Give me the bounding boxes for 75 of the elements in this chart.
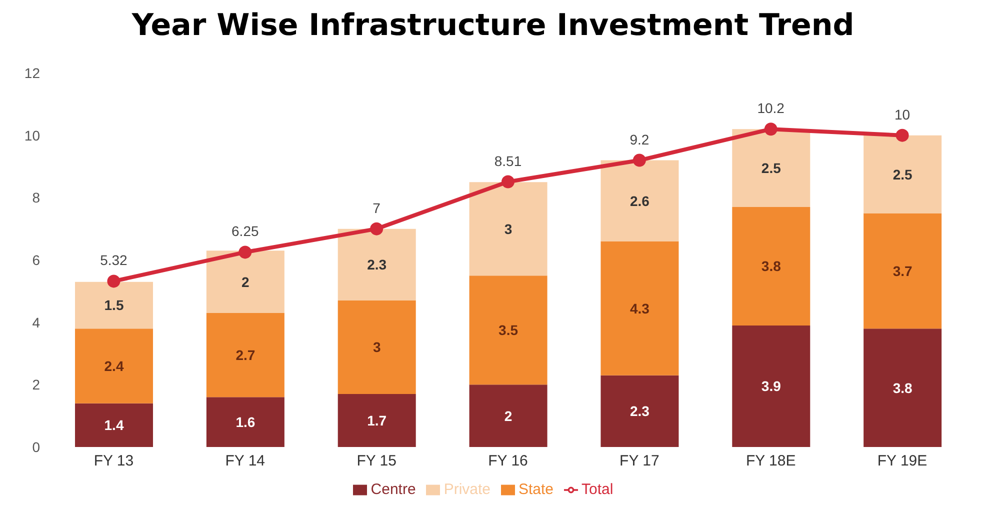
x-tick-label: FY 14 <box>225 452 266 470</box>
bar <box>469 182 548 276</box>
data-label: 10.2 <box>757 100 785 116</box>
point <box>370 222 384 236</box>
bar <box>864 135 942 214</box>
bar <box>732 325 810 447</box>
data-label: 8.51 <box>494 152 522 169</box>
bar <box>469 384 548 447</box>
bar <box>75 403 153 447</box>
chart-title: Year Wise Infrastructure Investment Trend <box>130 8 856 43</box>
bar <box>75 282 153 329</box>
bar <box>338 228 416 301</box>
y-tick-label: 10 <box>24 127 40 144</box>
legend-label: Centre <box>370 481 416 498</box>
x-tick-label: FY 16 <box>488 452 528 470</box>
data-label: 1.5 <box>104 297 124 314</box>
bar <box>864 328 942 447</box>
data-label: 2.4 <box>104 358 124 374</box>
point <box>502 175 514 188</box>
bar <box>600 241 679 376</box>
data-label: 2 <box>242 274 250 290</box>
legend-label: Total <box>582 481 614 498</box>
data-label: 2 <box>504 408 512 424</box>
point <box>238 246 252 259</box>
y-tick-label: 6 <box>32 252 40 268</box>
bar <box>732 129 810 208</box>
data-label: 3.8 <box>761 258 782 274</box>
y-tick-label: 2 <box>32 376 40 393</box>
bar <box>338 394 416 447</box>
bar <box>600 160 679 242</box>
bar <box>206 397 284 447</box>
bar <box>75 328 153 404</box>
x-tick-label: FY 19E <box>877 452 928 470</box>
data-label: 1.7 <box>367 412 387 428</box>
bar <box>206 250 284 313</box>
point <box>764 122 778 136</box>
bar <box>206 312 284 398</box>
data-label: 2.5 <box>892 166 913 182</box>
y-tick-label: 0 <box>32 438 40 455</box>
x-tick-label: FY 15 <box>356 452 396 470</box>
y-tick-label: 4 <box>32 314 40 330</box>
data-label: 6.25 <box>232 223 259 240</box>
data-label: 3.8 <box>892 380 913 396</box>
data-label: 3 <box>504 220 512 237</box>
data-label: 1.4 <box>104 417 124 434</box>
bar <box>338 300 416 394</box>
data-label: 3.5 <box>498 322 518 338</box>
bar <box>469 276 548 385</box>
data-label: 3 <box>372 339 381 356</box>
data-label: 10 <box>894 106 910 122</box>
bar <box>600 375 679 447</box>
x-tick-label: FY 13 <box>94 452 134 470</box>
data-label: 2.3 <box>367 256 387 273</box>
data-label: 9.2 <box>630 131 650 148</box>
data-label: 2.7 <box>236 347 256 364</box>
legend-label: Private <box>444 481 490 498</box>
legend-label: State <box>518 481 554 498</box>
data-label: 5.32 <box>100 252 128 268</box>
data-label: 2.6 <box>630 192 650 209</box>
data-label: 1.6 <box>236 414 256 430</box>
data-label: 4.3 <box>630 300 650 316</box>
x-tick-label: FY 17 <box>620 452 660 470</box>
data-label: 3.9 <box>761 378 782 394</box>
data-label: 3.7 <box>892 262 913 279</box>
bar <box>864 213 942 329</box>
data-label: 2.5 <box>761 160 782 176</box>
data-label: 7 <box>372 200 381 216</box>
point <box>107 274 120 288</box>
point <box>896 128 909 142</box>
data-label: 2.3 <box>630 403 650 420</box>
point <box>632 154 646 167</box>
y-tick-label: 12 <box>24 64 40 81</box>
x-tick-label: FY 18E <box>746 452 796 470</box>
y-tick-label: 8 <box>32 190 40 206</box>
bar <box>732 207 810 326</box>
